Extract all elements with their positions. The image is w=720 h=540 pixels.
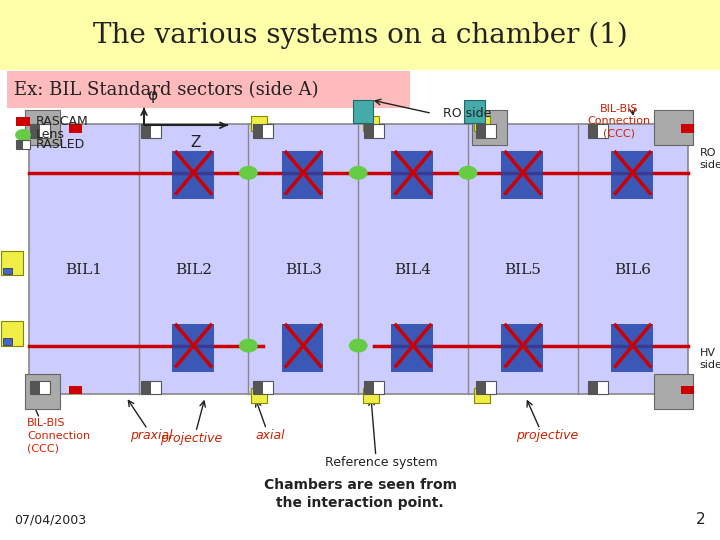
- Bar: [282, 151, 323, 199]
- Bar: [353, 100, 373, 123]
- Text: projective: projective: [160, 432, 222, 445]
- Text: HV
side: HV side: [700, 348, 720, 370]
- Bar: [654, 374, 693, 409]
- Bar: [588, 124, 598, 138]
- Bar: [474, 116, 490, 131]
- Text: BIL-BIS
Connection
(CCC): BIL-BIS Connection (CCC): [588, 104, 651, 138]
- Bar: [141, 124, 161, 138]
- Bar: [256, 124, 269, 133]
- Bar: [364, 381, 384, 394]
- Bar: [16, 140, 30, 149]
- Bar: [363, 116, 379, 131]
- Bar: [256, 386, 269, 394]
- Bar: [476, 381, 486, 394]
- Text: Z: Z: [191, 135, 201, 150]
- Bar: [654, 110, 693, 145]
- Bar: [282, 324, 323, 372]
- Bar: [368, 386, 381, 394]
- Text: The various systems on a chamber (1): The various systems on a chamber (1): [93, 22, 627, 49]
- Bar: [25, 374, 60, 409]
- Circle shape: [348, 166, 368, 180]
- Bar: [476, 124, 486, 138]
- Bar: [251, 116, 267, 131]
- Bar: [30, 381, 50, 394]
- Text: BIL-BIS
Connection
(CCC): BIL-BIS Connection (CCC): [27, 418, 91, 453]
- Bar: [25, 110, 60, 145]
- Text: Ex: BIL Standard sectors (side A): Ex: BIL Standard sectors (side A): [14, 80, 319, 99]
- Bar: [472, 110, 507, 145]
- Bar: [588, 381, 598, 394]
- Bar: [16, 140, 23, 149]
- Text: 2: 2: [696, 511, 706, 526]
- Bar: [611, 151, 653, 199]
- Text: BIL4: BIL4: [395, 263, 431, 277]
- Text: RO side: RO side: [443, 107, 491, 120]
- Text: projective: projective: [516, 429, 578, 442]
- Bar: [1, 251, 23, 275]
- Bar: [253, 381, 273, 394]
- Bar: [480, 124, 492, 133]
- Bar: [141, 381, 161, 394]
- Bar: [172, 324, 214, 372]
- Bar: [464, 100, 485, 123]
- Bar: [501, 151, 543, 199]
- Bar: [501, 324, 543, 372]
- Bar: [16, 117, 30, 126]
- Bar: [0, 70, 720, 540]
- Text: RASCAM: RASCAM: [36, 115, 89, 128]
- Bar: [364, 381, 374, 394]
- Bar: [588, 124, 608, 138]
- Text: Reference system: Reference system: [325, 456, 438, 469]
- Text: 07/04/2003: 07/04/2003: [14, 514, 86, 526]
- Text: axial: axial: [255, 429, 285, 442]
- Text: BIL1: BIL1: [66, 263, 102, 277]
- Bar: [392, 151, 433, 199]
- Text: BIL5: BIL5: [505, 263, 541, 277]
- Bar: [364, 124, 384, 138]
- Text: RO
side: RO side: [700, 148, 720, 170]
- Bar: [69, 386, 82, 394]
- Text: praxial: praxial: [130, 429, 173, 442]
- Bar: [30, 381, 40, 394]
- Text: Lens: Lens: [36, 129, 65, 141]
- Circle shape: [239, 166, 258, 180]
- Circle shape: [459, 166, 477, 180]
- Circle shape: [348, 339, 368, 353]
- Bar: [141, 381, 151, 394]
- Bar: [392, 324, 433, 372]
- Text: BIL2: BIL2: [175, 263, 212, 277]
- Bar: [681, 386, 694, 394]
- Bar: [30, 124, 50, 138]
- Bar: [69, 124, 82, 133]
- Bar: [253, 124, 273, 138]
- Bar: [368, 124, 381, 133]
- Circle shape: [239, 339, 258, 353]
- Text: Chambers are seen from
the interaction point.: Chambers are seen from the interaction p…: [264, 478, 456, 510]
- Bar: [3, 268, 12, 274]
- Bar: [364, 124, 374, 138]
- Bar: [29, 124, 688, 394]
- Bar: [363, 388, 379, 403]
- Bar: [253, 381, 263, 394]
- Bar: [7, 71, 410, 108]
- Bar: [141, 124, 151, 138]
- Text: BIL6: BIL6: [614, 263, 651, 277]
- Bar: [253, 124, 263, 138]
- Bar: [588, 381, 608, 394]
- Bar: [476, 124, 496, 138]
- Bar: [611, 324, 653, 372]
- Bar: [3, 338, 12, 345]
- Text: φ: φ: [148, 87, 158, 103]
- Text: RASLED: RASLED: [36, 138, 85, 151]
- Text: BIL3: BIL3: [285, 263, 322, 277]
- Bar: [172, 151, 214, 199]
- Circle shape: [15, 129, 31, 141]
- Bar: [251, 388, 267, 403]
- Bar: [681, 124, 694, 133]
- Bar: [476, 381, 496, 394]
- Bar: [1, 321, 23, 346]
- Bar: [474, 388, 490, 403]
- Bar: [480, 386, 492, 394]
- Bar: [30, 124, 40, 138]
